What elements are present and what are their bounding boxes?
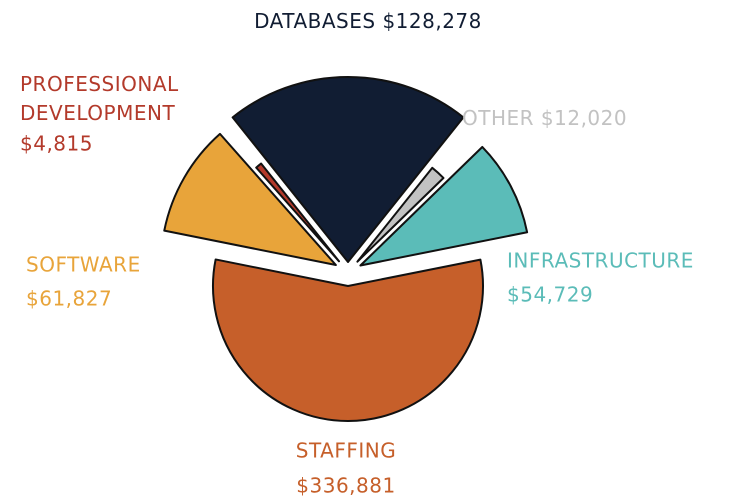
category-label: OTHER xyxy=(462,106,534,130)
category-label: SOFTWARE xyxy=(26,253,141,277)
slice-label: OTHER $12,020 xyxy=(462,106,627,130)
category-label: STAFFING xyxy=(296,439,396,463)
value-label: $4,815 xyxy=(20,132,93,156)
category-label: DATABASES xyxy=(254,9,375,33)
category-label: INFRASTRUCTURE xyxy=(507,249,694,273)
value-label: $336,881 xyxy=(296,474,395,498)
pie-slice xyxy=(163,132,337,267)
category-line: DEVELOPMENT xyxy=(20,101,175,125)
pie-slice xyxy=(231,76,465,263)
value-label: $54,729 xyxy=(507,283,593,307)
pie-slice xyxy=(212,258,484,422)
category-line: PROFESSIONAL xyxy=(20,72,186,96)
pie-slice xyxy=(356,166,445,263)
pie-slice xyxy=(359,145,529,267)
value-label: $128,278 xyxy=(382,9,481,33)
slice-label: DATABASES $128,278 xyxy=(254,9,482,33)
pie-slice xyxy=(255,162,340,263)
category-label: PROFESSIONAL DEVELOPMENT xyxy=(20,72,186,125)
value-label: $12,020 xyxy=(541,106,627,130)
value-label: $61,827 xyxy=(26,287,112,311)
